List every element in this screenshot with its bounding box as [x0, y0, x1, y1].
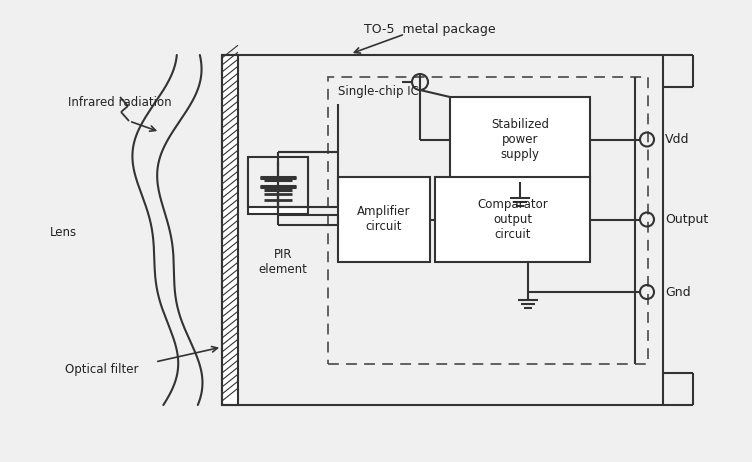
Text: Amplifier
circuit: Amplifier circuit: [357, 206, 411, 233]
Text: TO-5  metal package: TO-5 metal package: [364, 23, 496, 36]
Text: Single-chip IC: Single-chip IC: [338, 85, 419, 98]
Bar: [450, 97, 590, 182]
Text: Output: Output: [665, 213, 708, 226]
Bar: [338, 177, 430, 262]
Text: Stabilized
power
supply: Stabilized power supply: [491, 118, 549, 161]
Bar: [328, 77, 648, 364]
Text: Comparator
output
circuit: Comparator output circuit: [477, 198, 548, 241]
Text: Optical filter: Optical filter: [65, 363, 138, 376]
Text: Lens: Lens: [50, 225, 77, 238]
Text: Infrared radiation: Infrared radiation: [68, 96, 171, 109]
Text: Vdd: Vdd: [665, 133, 690, 146]
Bar: [222, 55, 238, 405]
Text: Gnd: Gnd: [665, 286, 690, 298]
Bar: [248, 157, 308, 207]
Bar: [248, 162, 308, 214]
Text: PIR
element: PIR element: [259, 248, 308, 276]
Bar: [435, 177, 590, 262]
